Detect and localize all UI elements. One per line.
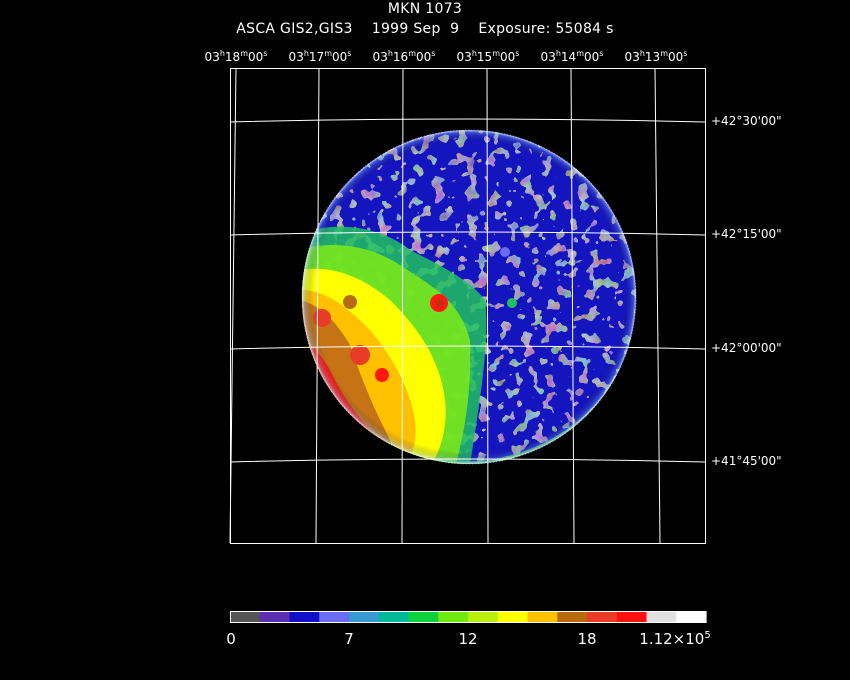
instrument-label: ASCA GIS2,GIS3 (236, 21, 353, 37)
ra-grid-line (229, 67, 237, 544)
exposure-label: Exposure: 55084 s (478, 21, 614, 37)
colorbar (230, 611, 707, 623)
ra-tick-label: 03h17m00s (288, 49, 352, 64)
date-label: 1999 Sep 9 (371, 21, 460, 37)
colorbar-swatch (408, 611, 439, 623)
ra-tick-label: 03h13m00s (624, 49, 688, 64)
ra-grid-line (315, 67, 320, 544)
dec-grid-line (229, 458, 706, 463)
colorbar-swatch (676, 611, 707, 623)
colorbar-swatch (378, 611, 410, 623)
colorbar-swatch (616, 611, 648, 623)
ra-grid-line (401, 67, 404, 544)
image-title: MKN 1073 (387, 1, 463, 17)
colorbar-swatch (230, 611, 261, 623)
dec-tick-label: +42°00'00" (711, 341, 782, 355)
colorbar-label: 12 (458, 630, 478, 648)
ra-tick-label: 03h18m00s (204, 49, 268, 64)
dec-tick-label: +42°30'00" (711, 114, 782, 128)
colorbar-swatch (646, 611, 677, 623)
colorbar-swatch (497, 611, 529, 623)
colorbar-swatch (468, 611, 499, 623)
plot-frame (230, 68, 706, 544)
dec-tick-label: +41°45'00" (711, 454, 782, 468)
colorbar-label: 0 (226, 630, 236, 648)
colorbar-swatch (438, 611, 469, 623)
coordinate-grid (229, 67, 706, 544)
colorbar-swatch (349, 611, 380, 623)
ra-grid-line (486, 67, 489, 544)
colorbar-label: 18 (577, 630, 597, 648)
colorbar-swatch (289, 611, 320, 623)
colorbar-label: 7 (344, 630, 354, 648)
dec-tick-label: +42°15'00" (711, 227, 782, 241)
ra-tick-label: 03h14m00s (540, 49, 604, 64)
colorbar-frame (230, 611, 706, 623)
ra-grid-line (654, 67, 661, 544)
colorbar-max-label: 1.12×105 (639, 630, 711, 648)
colorbar-swatch (259, 611, 291, 623)
ra-grid-line (570, 67, 575, 544)
dec-grid-line (229, 231, 706, 236)
dec-grid-line (229, 345, 706, 350)
colorbar-swatch (587, 611, 618, 623)
colorbar-swatch (557, 611, 588, 623)
detector-field-of-view (301, 129, 637, 465)
dec-grid-line (229, 118, 706, 123)
colorbar-swatch (527, 611, 558, 623)
ra-tick-label: 03h15m00s (456, 49, 520, 64)
colorbar-swatch (319, 611, 350, 623)
ra-tick-label: 03h16m00s (372, 49, 436, 64)
observation-info: ASCA GIS2,GIS3 1999 Sep 9 Exposure: 5508… (0, 21, 850, 37)
